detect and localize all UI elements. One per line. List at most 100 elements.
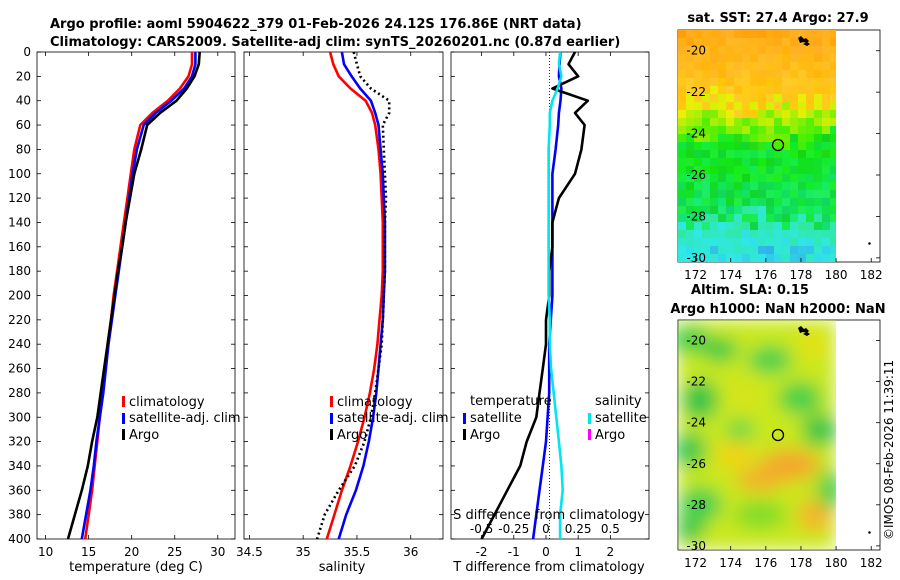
- sst-cell: [814, 38, 823, 47]
- sst-cell: [742, 254, 751, 262]
- sst-cell: [710, 134, 719, 143]
- sst-cell: [710, 126, 719, 135]
- depth-tick-label: 20: [16, 69, 31, 83]
- x-tick-label: 35: [296, 545, 311, 559]
- sst-cell: [702, 238, 711, 247]
- map-x-tick-label: 182: [860, 268, 883, 282]
- sst-cell: [774, 78, 783, 87]
- sst-cell: [742, 174, 751, 183]
- sst-cell: [726, 70, 735, 79]
- sst-cell: [734, 166, 743, 175]
- sst-cell: [830, 158, 836, 167]
- legend-title-salinity: salinity: [595, 394, 642, 409]
- sst-cell: [798, 238, 807, 247]
- sst-cell: [758, 166, 767, 175]
- sst-cell: [782, 38, 791, 47]
- sst-cell: [678, 238, 687, 247]
- x-tick-label: 10: [38, 545, 53, 559]
- sst-cell: [782, 46, 791, 55]
- sst-cell: [718, 134, 727, 143]
- x-tick-label: 35.5: [344, 545, 371, 559]
- sst-cell: [702, 174, 711, 183]
- sst-cell: [750, 214, 759, 223]
- sst-cell: [710, 222, 719, 231]
- map-y-tick-label: -28: [686, 209, 706, 223]
- sst-cell: [830, 126, 836, 135]
- sst-cell: [822, 214, 831, 223]
- sst-cell: [774, 86, 783, 95]
- sst-cell: [686, 246, 695, 255]
- sst-cell: [726, 86, 735, 95]
- sst-cell: [774, 214, 783, 223]
- sst-cell: [750, 134, 759, 143]
- sst-cell: [806, 238, 815, 247]
- difference-legend: temperature satellite Argo salinity sate…: [463, 394, 647, 443]
- sst-cell: [702, 222, 711, 231]
- sst-cell: [718, 102, 727, 111]
- sst-cell: [758, 142, 767, 151]
- sst-cell: [758, 238, 767, 247]
- sst-cell: [678, 206, 687, 215]
- sst-cell: [766, 198, 775, 207]
- sst-cell: [718, 190, 727, 199]
- sst-cell: [790, 102, 799, 111]
- temperature-xlabel: temperature (deg C): [69, 560, 203, 575]
- sst-cell: [758, 222, 767, 231]
- sst-cell: [734, 254, 743, 262]
- sst-cell: [710, 150, 719, 159]
- sst-cell: [782, 70, 791, 79]
- sst-cell: [830, 246, 836, 255]
- sst-cell: [678, 254, 687, 262]
- sst-cell: [790, 158, 799, 167]
- sst-cell: [710, 54, 719, 63]
- sst-cell: [766, 30, 775, 39]
- map-x-tick-label: 176: [754, 556, 777, 570]
- sst-cell: [694, 30, 703, 39]
- sst-cell: [822, 70, 831, 79]
- sst-cell: [718, 158, 727, 167]
- sst-cell: [766, 142, 775, 151]
- sst-cell: [694, 158, 703, 167]
- sst-cell: [790, 110, 799, 119]
- sst-cell: [790, 54, 799, 63]
- sst-cell: [758, 78, 767, 87]
- sst-cell: [734, 246, 743, 255]
- sst-cell: [798, 62, 807, 71]
- legend-swatch-t-satellite: [463, 413, 466, 424]
- sst-cell: [694, 214, 703, 223]
- sst-cell: [798, 54, 807, 63]
- sst-cell: [694, 190, 703, 199]
- sst-cell: [782, 118, 791, 127]
- sst-cell: [806, 46, 815, 55]
- legend-swatch-argo: [330, 429, 333, 440]
- sst-cell: [750, 62, 759, 71]
- depth-tick-label: 280: [8, 386, 31, 400]
- sst-cell: [710, 206, 719, 215]
- sst-cell: [702, 206, 711, 215]
- sst-cell: [718, 30, 727, 39]
- sst-cell: [774, 150, 783, 159]
- sst-cell: [726, 94, 735, 103]
- sst-cell: [678, 182, 687, 191]
- sst-cell: [718, 126, 727, 135]
- sst-cell: [726, 142, 735, 151]
- map-y-tick-label: -20: [686, 44, 706, 58]
- sst-cell: [822, 222, 831, 231]
- sst-cell: [750, 222, 759, 231]
- sst-cell: [726, 222, 735, 231]
- sst-cell: [734, 142, 743, 151]
- sst-cell: [822, 198, 831, 207]
- sst-cell: [726, 190, 735, 199]
- sst-cell: [734, 54, 743, 63]
- sst-cell: [774, 102, 783, 111]
- sst-cell: [686, 150, 695, 159]
- sla-map-field: [678, 320, 836, 550]
- sst-cell: [806, 38, 815, 47]
- depth-tick-label: 360: [8, 483, 31, 497]
- depth-tick-label: 400: [8, 532, 31, 546]
- sst-cell: [750, 94, 759, 103]
- sst-cell: [750, 38, 759, 47]
- sst-cell: [782, 198, 791, 207]
- series-t-satellite: [531, 52, 563, 539]
- sst-cell: [798, 174, 807, 183]
